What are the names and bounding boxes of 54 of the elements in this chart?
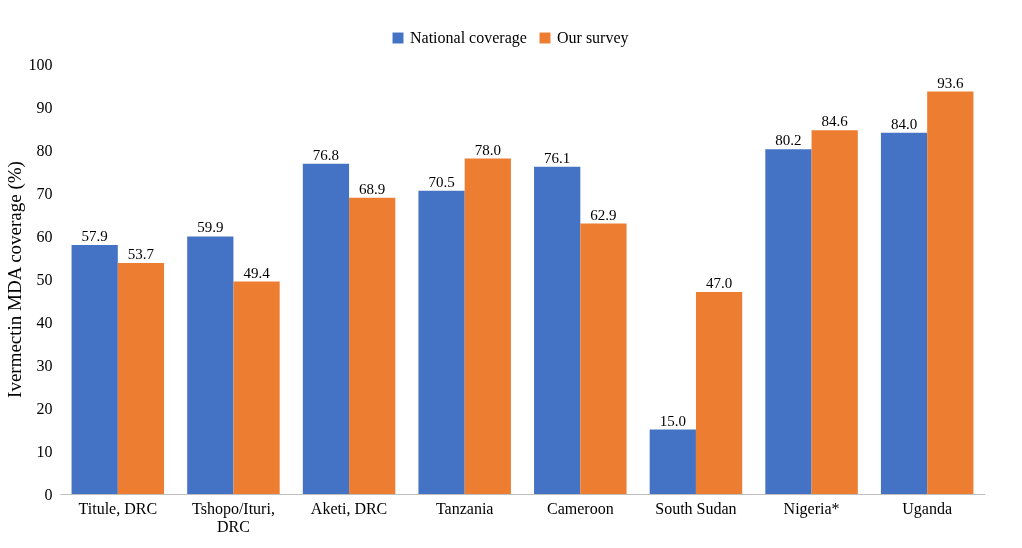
y-tick-label: 70 bbox=[36, 184, 53, 202]
bar bbox=[233, 281, 280, 494]
data-label: 53.7 bbox=[127, 246, 155, 263]
bar bbox=[418, 190, 465, 494]
bar bbox=[927, 91, 974, 494]
x-tick-label: Aketi, DRC bbox=[310, 499, 388, 517]
data-label: 62.9 bbox=[590, 206, 617, 223]
y-tick-label: 20 bbox=[36, 399, 53, 417]
y-tick-label: 100 bbox=[28, 55, 53, 73]
data-label: 93.6 bbox=[937, 74, 964, 91]
data-label: 49.4 bbox=[243, 264, 271, 281]
data-label: 76.1 bbox=[544, 149, 571, 166]
data-label: 84.0 bbox=[890, 115, 918, 132]
legend-label: National coverage bbox=[410, 29, 527, 47]
data-label: 80.2 bbox=[775, 132, 802, 149]
x-tick-label: Tshopo/Ituri, DRC bbox=[192, 499, 275, 535]
bar bbox=[580, 223, 627, 494]
y-tick-label: 60 bbox=[36, 227, 53, 245]
data-label: 15.0 bbox=[659, 412, 686, 429]
data-label: 57.9 bbox=[81, 228, 108, 245]
data-label: 47.0 bbox=[705, 274, 733, 291]
x-tick-label: South Sudan bbox=[655, 499, 737, 517]
data-label: 78.0 bbox=[474, 141, 501, 158]
y-tick-label: 10 bbox=[36, 442, 53, 460]
y-tick-label: 80 bbox=[36, 141, 53, 159]
data-label: 68.9 bbox=[359, 180, 386, 197]
x-tick-label: Tanzania bbox=[435, 499, 494, 517]
bar bbox=[464, 158, 511, 494]
x-tick-label: Titule, DRC bbox=[78, 499, 158, 517]
bar bbox=[71, 245, 118, 494]
bar bbox=[811, 130, 858, 494]
data-label: 76.8 bbox=[312, 146, 340, 163]
y-tick-label: 0 bbox=[44, 485, 53, 503]
legend-label: Our survey bbox=[557, 29, 629, 47]
bar bbox=[349, 197, 396, 494]
y-axis-title: Ivermectin MDA coverage (%) bbox=[3, 161, 26, 398]
bar bbox=[117, 263, 165, 494]
y-tick-label: 30 bbox=[36, 356, 53, 374]
bar bbox=[187, 236, 234, 494]
x-tick-label: Nigeria* bbox=[783, 499, 840, 518]
bar bbox=[695, 291, 743, 494]
x-tick-label: Cameroon bbox=[546, 499, 614, 517]
data-label: 84.6 bbox=[821, 113, 849, 130]
bar bbox=[534, 166, 581, 494]
data-label: 70.5 bbox=[428, 173, 455, 190]
data-label: 59.9 bbox=[197, 219, 224, 236]
y-tick-label: 50 bbox=[36, 270, 53, 288]
bar bbox=[880, 132, 928, 494]
y-tick-label: 90 bbox=[36, 98, 53, 116]
bar bbox=[765, 149, 812, 494]
y-tick-label: 40 bbox=[36, 313, 53, 331]
bar bbox=[649, 429, 696, 494]
x-tick-label: Uganda bbox=[902, 499, 953, 518]
bar bbox=[302, 163, 350, 494]
